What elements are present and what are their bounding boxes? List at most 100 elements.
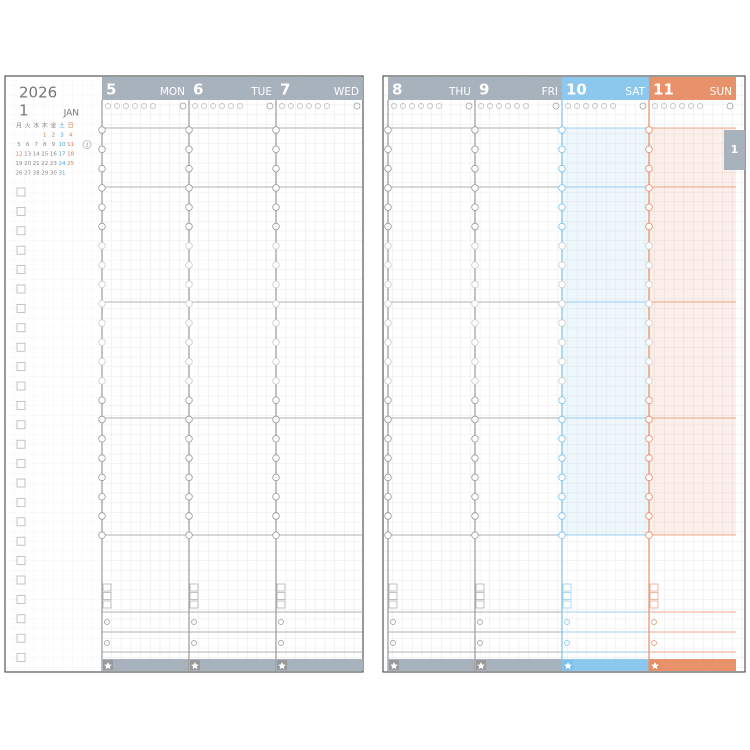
time-dot	[471, 377, 479, 385]
time-dot	[558, 319, 566, 327]
day-weekday: WED	[334, 86, 359, 98]
time-dot	[384, 319, 392, 327]
time-dot	[185, 415, 193, 424]
memo-dot	[278, 619, 284, 625]
checkbox	[16, 575, 26, 585]
mini-day: 24	[59, 161, 66, 167]
time-dot	[645, 357, 653, 366]
year: 2026	[19, 84, 57, 102]
day-date: 8	[392, 81, 402, 99]
small-box	[562, 583, 572, 592]
day-header	[102, 77, 189, 100]
checkbox	[16, 653, 26, 662]
mini-day: 12	[16, 152, 23, 158]
time-dot	[98, 242, 106, 250]
mini-day: 23	[50, 161, 57, 167]
time-dot	[185, 531, 193, 539]
mini-weekday: 月	[16, 123, 22, 130]
time-dot	[645, 145, 653, 153]
small-box	[189, 592, 199, 600]
mini-day: 9	[52, 142, 56, 148]
day-date: 5	[106, 81, 116, 99]
time-dot	[471, 203, 479, 211]
weather-icon	[409, 103, 415, 109]
time-dot	[384, 242, 392, 250]
mini-day: 22	[41, 161, 48, 167]
mini-day: 28	[33, 171, 40, 177]
mini-weekday: 土	[59, 122, 65, 130]
mini-day: 26	[16, 171, 23, 177]
mini-day: 30	[50, 171, 57, 177]
day-weekday: MON	[160, 86, 185, 98]
star	[191, 662, 199, 670]
time-dot	[98, 415, 106, 424]
time-dot	[185, 280, 193, 289]
day-weekday: SUN	[710, 86, 732, 98]
time-dot	[98, 126, 106, 134]
small-box	[189, 600, 199, 609]
weather-icon	[114, 103, 120, 109]
checkbox	[16, 381, 26, 391]
time-dot	[384, 357, 392, 366]
time-dot	[558, 512, 566, 520]
time-dot	[384, 454, 392, 462]
time-dot	[272, 126, 280, 134]
time-dot	[272, 473, 280, 482]
time-dot	[272, 435, 280, 443]
mini-day: 4	[69, 133, 73, 139]
time-dot	[471, 222, 479, 231]
month-tab	[724, 130, 745, 170]
weather-icon	[315, 103, 321, 109]
star	[564, 662, 572, 670]
time-dot	[645, 493, 653, 501]
time-dot	[272, 531, 280, 539]
month-name: JAN	[63, 109, 79, 119]
moon-icon	[465, 102, 473, 110]
small-box	[475, 592, 485, 600]
mini-day: 6	[26, 142, 30, 148]
time-dot	[558, 145, 566, 153]
checkbox	[16, 614, 26, 624]
time-dot	[471, 493, 479, 501]
time-dot	[471, 435, 479, 443]
time-dot	[471, 473, 479, 482]
time-dot	[384, 261, 392, 269]
time-dot	[558, 203, 566, 211]
time-dot	[272, 261, 280, 269]
time-dot	[384, 396, 392, 404]
time-dot	[645, 203, 653, 211]
bottom-bar	[388, 659, 475, 671]
small-box	[276, 592, 286, 600]
time-dot	[272, 319, 280, 327]
time-dot	[98, 377, 106, 385]
mini-weekday: 木	[42, 122, 48, 130]
weather-icon	[418, 103, 424, 109]
moon-icon	[353, 102, 361, 110]
time-dot	[185, 454, 193, 462]
time-dot	[558, 300, 566, 308]
time-dot	[384, 415, 392, 424]
weather-icon	[652, 103, 658, 109]
time-dot	[558, 126, 566, 134]
time-dot	[272, 493, 280, 501]
time-dot	[185, 145, 193, 153]
time-dot	[471, 242, 479, 250]
time-dot	[185, 126, 193, 134]
weather-icon	[496, 103, 502, 109]
time-dot	[645, 473, 653, 482]
star	[651, 662, 659, 670]
day-date: 6	[193, 81, 203, 99]
weather-icon	[288, 103, 294, 109]
month-tab-label: 1	[731, 143, 739, 156]
time-dot	[471, 300, 479, 308]
star	[104, 662, 112, 670]
weekend-shade	[649, 128, 736, 535]
time-dot	[645, 512, 653, 520]
right-page	[382, 75, 746, 673]
time-dot	[98, 145, 106, 153]
weekend-shade	[562, 128, 649, 535]
time-dot	[98, 493, 106, 501]
weather-icon	[237, 103, 243, 109]
weather-icon	[219, 103, 225, 109]
time-dot	[272, 512, 280, 520]
